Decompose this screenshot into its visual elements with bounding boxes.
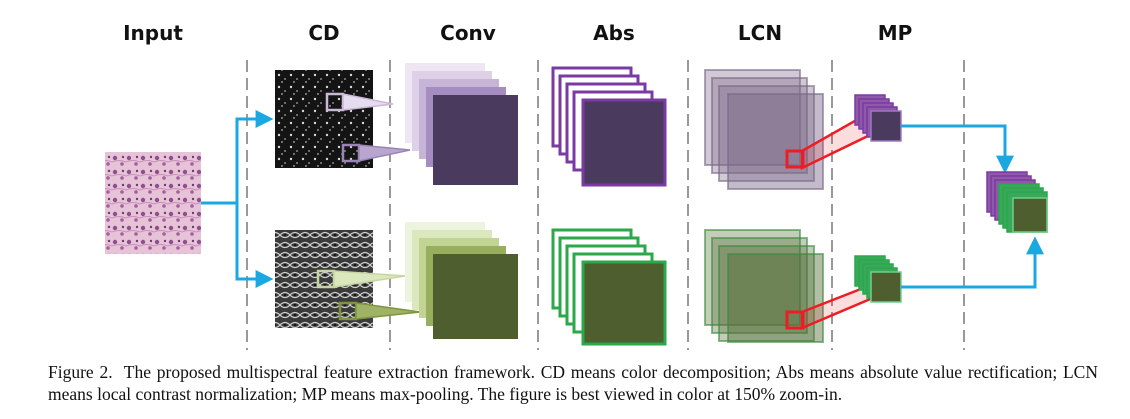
header-cd: CD <box>308 21 339 45</box>
cd-image-top <box>275 70 373 168</box>
stage-dividers <box>246 60 965 350</box>
conv-stack-bottom <box>405 222 518 339</box>
abs-stack-top <box>551 66 667 187</box>
caption-text: The proposed multispectral feature extra… <box>48 362 1098 404</box>
header-abs: Abs <box>593 21 635 45</box>
input-image <box>105 152 201 254</box>
conv-stack-top <box>405 63 518 185</box>
mp-stack-bottom <box>854 255 902 303</box>
header-conv: Conv <box>440 21 496 45</box>
caption-label: Figure 2. <box>48 362 113 382</box>
header-input: Input <box>123 21 183 45</box>
figure-caption: Figure 2. The proposed multispectral fea… <box>48 361 1098 405</box>
input-arrows <box>201 110 274 288</box>
pooling-window-bottom <box>785 285 878 330</box>
framework-diagram: Input CD Conv Abs LCN MP <box>105 21 1048 350</box>
lcn-stack-bottom <box>704 229 824 343</box>
mp-stack-top <box>854 94 902 142</box>
receptive-field-bottom <box>316 269 421 321</box>
header-lcn: LCN <box>738 21 782 45</box>
abs-stack-bottom <box>551 228 667 346</box>
output-arrows <box>901 124 1044 289</box>
combined-feature-stack <box>986 171 1048 233</box>
header-mp: MP <box>878 21 913 45</box>
receptive-field-top <box>325 92 411 163</box>
lcn-stack-top <box>704 69 824 190</box>
